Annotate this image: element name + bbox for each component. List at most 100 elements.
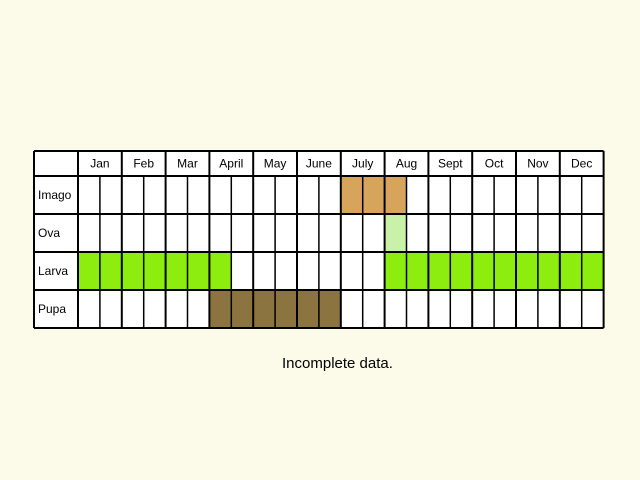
stage-cell-empty — [187, 176, 210, 214]
stage-cell-empty — [581, 176, 604, 214]
stage-cell-filled — [275, 290, 297, 328]
stage-cell-filled — [143, 252, 166, 290]
stage-cell-empty — [537, 176, 560, 214]
stage-cell-empty — [165, 290, 188, 328]
stage-cell-empty — [275, 252, 297, 290]
stage-cell-empty — [559, 290, 582, 328]
stage-cell-empty — [121, 290, 144, 328]
caption-note: Incomplete data. — [282, 355, 393, 372]
stage-cell-empty — [165, 176, 188, 214]
stage-cell-empty — [99, 214, 122, 252]
stage-cell-filled — [209, 252, 232, 290]
stage-cell-filled — [165, 252, 188, 290]
stage-cell-empty — [406, 176, 429, 214]
month-label: Aug — [396, 157, 417, 171]
stage-cell-empty — [472, 214, 495, 252]
month-label: Dec — [571, 157, 592, 171]
stage-cell-empty — [516, 214, 538, 252]
stage-label: Imago — [38, 188, 72, 202]
stage-cell-empty — [472, 290, 495, 328]
stage-cell-empty — [187, 214, 210, 252]
stage-cell-empty — [253, 214, 276, 252]
stage-cell-filled — [340, 176, 363, 214]
stage-cell-empty — [384, 290, 407, 328]
stage-cell-empty — [537, 214, 560, 252]
stage-cell-empty — [362, 252, 385, 290]
stage-cell-empty — [99, 176, 122, 214]
stage-cell-empty — [340, 214, 363, 252]
stage-cell-empty — [143, 176, 166, 214]
stage-cell-empty — [231, 252, 254, 290]
stage-cell-empty — [275, 176, 297, 214]
stage-cell-filled — [384, 214, 407, 252]
stage-cell-empty — [318, 252, 341, 290]
stage-cell-filled — [450, 252, 473, 290]
stage-cell-empty — [581, 290, 604, 328]
stage-cell-empty — [340, 252, 363, 290]
stage-cell-empty — [406, 290, 429, 328]
stage-cell-empty — [428, 176, 451, 214]
stage-cell-empty — [78, 214, 100, 252]
month-label: Oct — [485, 157, 504, 171]
stage-label: Pupa — [38, 302, 66, 316]
stage-cell-empty — [231, 214, 254, 252]
stage-cell-empty — [165, 214, 188, 252]
stage-cell-filled — [406, 252, 429, 290]
stage-cell-empty — [362, 214, 385, 252]
month-label: July — [352, 157, 373, 171]
stage-cell-empty — [209, 176, 232, 214]
stage-cell-empty — [297, 214, 319, 252]
stage-cell-empty — [187, 290, 210, 328]
stage-cell-filled — [99, 252, 122, 290]
stage-cell-empty — [318, 176, 341, 214]
stage-cell-empty — [275, 214, 297, 252]
stage-cell-filled — [121, 252, 144, 290]
stage-cell-empty — [559, 176, 582, 214]
stage-cell-empty — [318, 214, 341, 252]
stage-cell-empty — [494, 290, 516, 328]
month-label: Feb — [133, 157, 154, 171]
stage-cell-empty — [297, 252, 319, 290]
stage-cell-empty — [494, 176, 516, 214]
stage-cell-empty — [559, 214, 582, 252]
stage-cell-filled — [78, 252, 100, 290]
stage-cell-filled — [384, 252, 407, 290]
stage-cell-empty — [231, 176, 254, 214]
stage-cell-filled — [209, 290, 232, 328]
stage-cell-filled — [516, 252, 538, 290]
stage-cell-filled — [384, 176, 407, 214]
stage-cell-filled — [581, 252, 604, 290]
stage-cell-empty — [450, 176, 473, 214]
stage-cell-empty — [406, 214, 429, 252]
month-label: Nov — [527, 157, 548, 171]
stage-cell-empty — [99, 290, 122, 328]
stage-cell-filled — [187, 252, 210, 290]
stage-cell-filled — [494, 252, 516, 290]
stage-cell-empty — [537, 290, 560, 328]
stage-cell-empty — [78, 176, 100, 214]
month-label: May — [264, 157, 287, 171]
stage-cell-empty — [516, 176, 538, 214]
stage-cell-empty — [450, 214, 473, 252]
stage-cell-empty — [581, 214, 604, 252]
month-label: April — [219, 157, 243, 171]
stage-cell-empty — [428, 214, 451, 252]
stage-cell-empty — [209, 214, 232, 252]
stage-label: Ova — [38, 226, 60, 240]
stage-cell-empty — [121, 176, 144, 214]
month-label: Jan — [90, 157, 109, 171]
stage-cell-empty — [494, 214, 516, 252]
stage-cell-filled — [559, 252, 582, 290]
stage-cell-empty — [297, 176, 319, 214]
stage-cell-empty — [450, 290, 473, 328]
stage-cell-filled — [537, 252, 560, 290]
month-label: Sept — [438, 157, 463, 171]
stage-cell-empty — [428, 290, 451, 328]
stage-cell-filled — [297, 290, 319, 328]
stage-cell-filled — [231, 290, 254, 328]
stage-cell-filled — [253, 290, 276, 328]
stage-cell-filled — [472, 252, 495, 290]
month-label: Mar — [177, 157, 198, 171]
stage-cell-empty — [253, 252, 276, 290]
